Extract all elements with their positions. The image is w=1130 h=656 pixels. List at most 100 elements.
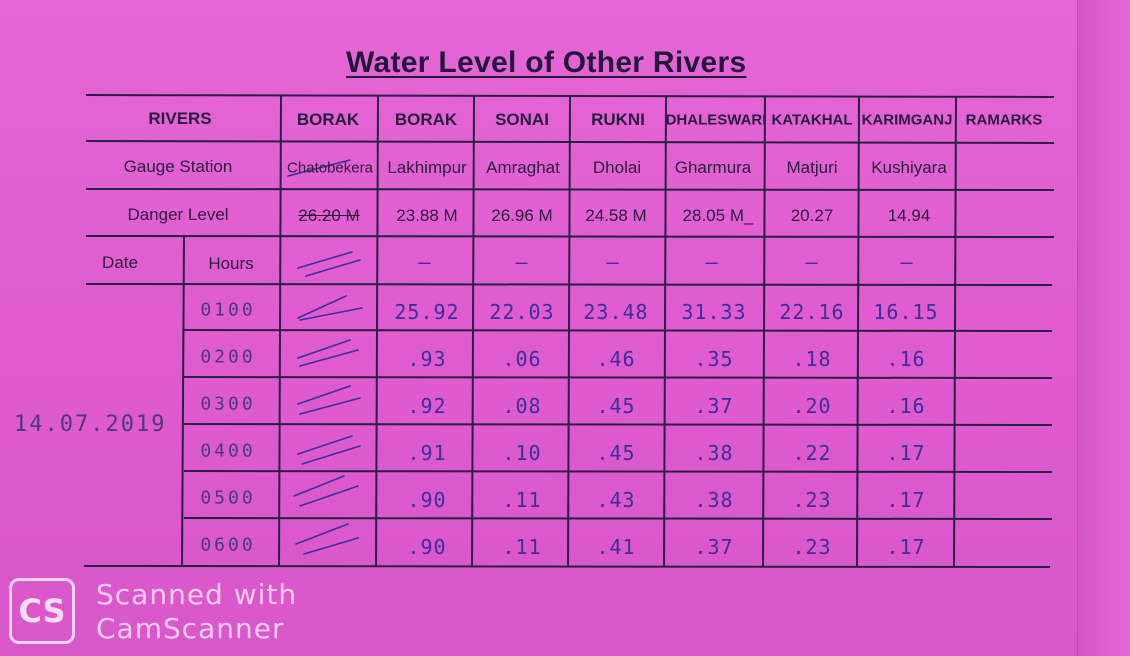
reading-cell: .22 [792,441,832,465]
dash-mark: — [515,250,529,274]
dash-mark: — [705,250,719,274]
hour-cell: 0200 [200,346,256,368]
grid-line-h8 [183,470,1053,473]
camscanner-watermark: Scanned with CamScanner [96,578,297,646]
date-value: 14.07.2019 [14,412,167,437]
hour-cell: 0100 [200,299,256,321]
reading-cell: .23 [792,535,832,559]
grid-line-bottom [83,565,1051,568]
grid-line-v3 [471,95,475,567]
reading-cell: .90 [407,535,447,559]
danger-level-cell: 26.96 M [491,206,553,225]
grid-line-v2 [375,95,379,567]
danger-level-label: Danger Level [127,205,229,224]
danger-level-cell: 28.05 M_ [682,206,754,225]
grid-line-h9 [183,517,1053,520]
slash-marks [287,159,363,555]
reading-cell: 22.16 [779,300,845,324]
dash-mark: — [606,250,620,274]
hour-cell: 0500 [200,487,256,509]
reading-cell: .20 [792,394,832,418]
grid-line-v-hours [181,236,185,567]
reading-cell: .45 [596,441,636,465]
river-name: SONAI [495,110,549,129]
watermark-line: Scanned with [96,578,298,611]
rivers-header: RIVERS [148,109,212,128]
reading-cell: .16 [886,347,926,371]
reading-cell: .41 [596,535,636,559]
grid-line-v5 [663,95,667,567]
reading-cell: .17 [886,441,926,465]
gauge-station-cell: Kushiyara [871,158,947,177]
page-title: Water Level of Other Rivers [346,46,747,79]
gauge-station-label: Gauge Station [123,157,233,176]
reading-cell: .37 [694,535,734,559]
gauge-station-cell: Lakhimpur [387,158,467,177]
reading-cell: .45 [596,394,636,418]
grid-line-h6 [183,376,1053,379]
camscanner-logo: CS [9,578,75,644]
reading-cell: .23 [792,488,832,512]
reading-cell: .43 [596,488,636,512]
river-name: BORAK [296,110,360,129]
grid-line-v7 [856,95,860,567]
danger-level-cell: 24.58 M [585,206,647,225]
reading-cell: .90 [407,488,447,512]
dash-mark: — [900,250,914,274]
reading-cell: .18 [792,347,832,371]
gauge-station-cell: Dholai [592,158,642,177]
reading-cell: .08 [502,394,542,418]
grid-line-v8 [953,95,957,567]
reading-cell: .35 [694,347,734,371]
gauge-station-cell: Amraghat [486,158,560,177]
river-name: KATAKHAL [771,111,853,129]
grid-line-v4 [567,95,571,567]
gauge-station-cell: Chatobekera [287,159,373,177]
remarks-header: RAMARKS [965,111,1043,129]
danger-level-cell: 26.20 M [298,206,360,225]
hours-header: Hours [208,254,254,273]
reading-cell: .38 [694,441,734,465]
reading-cell: 22.03 [489,300,555,324]
river-name: RUKNI [591,110,645,129]
reading-cell: .92 [407,394,447,418]
reading-cell: 23.48 [583,300,649,324]
reading-cell: 25.92 [394,300,460,324]
reading-cell: 31.33 [681,300,747,324]
reading-cell: .37 [694,394,734,418]
reading-cell: .06 [502,347,542,371]
gauge-station-cell: Gharmura [674,158,752,177]
reading-cell: .10 [502,441,542,465]
reading-cell: .17 [886,488,926,512]
grid-line-h5 [183,329,1053,332]
watermark-line: CamScanner [96,612,285,645]
reading-cell: .91 [407,441,447,465]
danger-level-cell: 23.88 M [396,206,458,225]
reading-cell: .11 [502,488,542,512]
river-name: BORAK [394,110,458,129]
reading-cell: .16 [886,394,926,418]
river-name: DHALESWARI [665,111,767,129]
date-header: Date [102,253,138,272]
danger-level-cell: 14.94 [887,206,931,225]
reading-cell: .38 [694,488,734,512]
grid-line-v6 [762,95,766,567]
reading-cell: .11 [502,535,542,559]
paper-edge [1077,0,1130,656]
reading-cell: .46 [596,347,636,371]
dash-mark: — [805,250,819,274]
reading-cell: 16.15 [873,300,939,324]
river-name: KARIMGANJ [861,111,953,129]
reading-cell: .93 [407,347,447,371]
hour-cell: 0400 [200,440,256,462]
grid-line-h7 [183,423,1053,426]
gauge-station-cell: Matjuri [786,158,838,177]
grid-line-v1 [278,95,282,567]
danger-level-cell: 20.27 [790,206,834,225]
dash-mark: — [418,250,432,274]
hour-cell: 0600 [200,534,256,556]
reading-cell: .17 [886,535,926,559]
hour-cell: 0300 [200,393,256,415]
